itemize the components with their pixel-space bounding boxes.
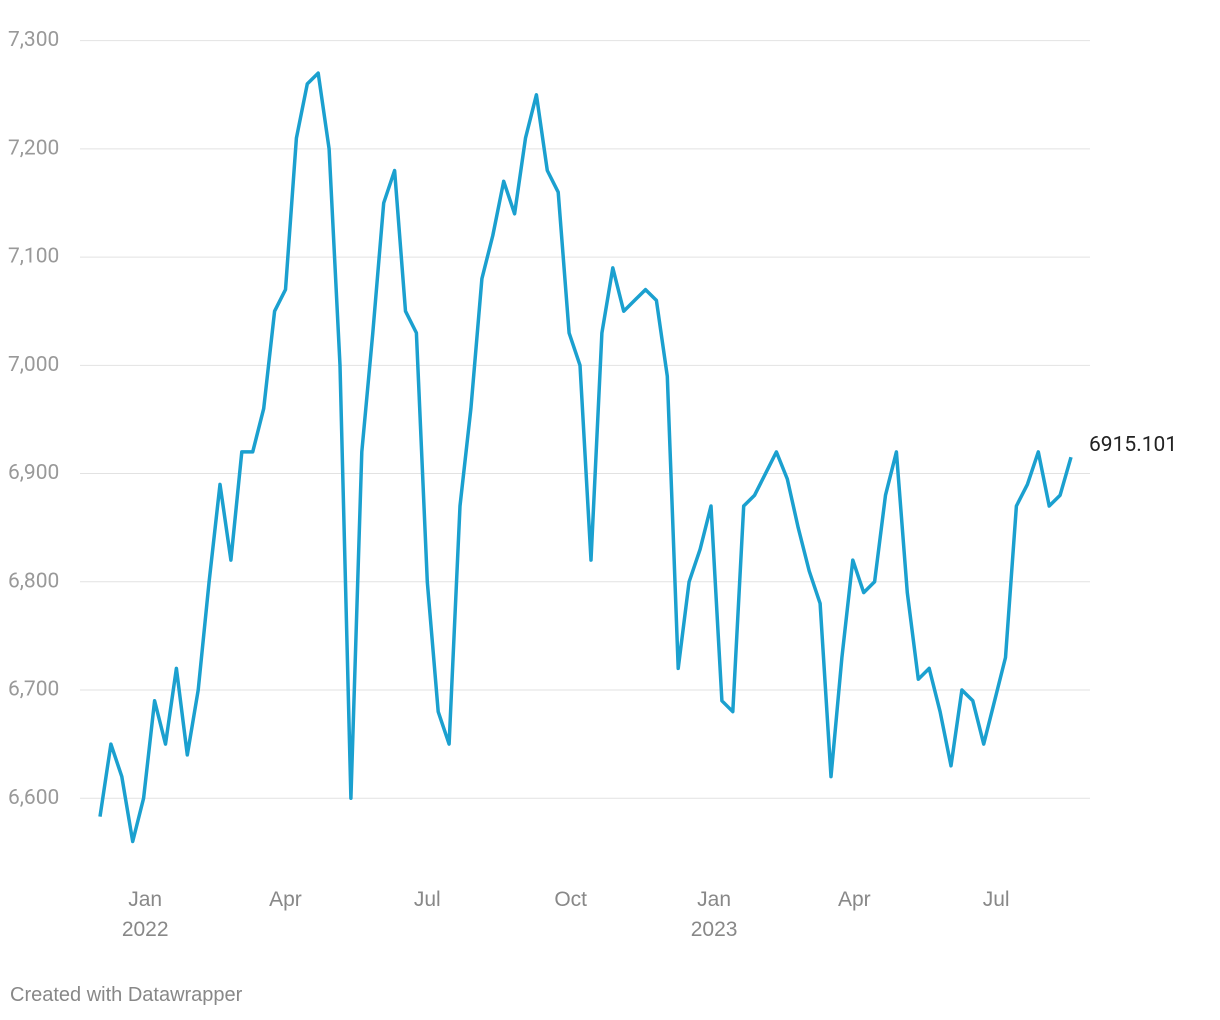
label-bg: [6, 569, 64, 594]
label-bg: [6, 28, 64, 53]
y-tick-label: 7,300: [8, 28, 59, 52]
x-tick-label: Jul: [413, 888, 441, 911]
y-tick-label: 6,600: [8, 786, 59, 810]
label-bg: [6, 136, 64, 161]
y-tick-label: 6,800: [8, 569, 59, 593]
label-bg: [6, 677, 64, 702]
y-tick-label: 7,000: [8, 353, 59, 377]
x-tick-label: Apr: [269, 888, 302, 911]
label-bg: [6, 352, 64, 377]
label-bg: [6, 244, 64, 269]
x-tick-label: Jan 2022: [121, 888, 169, 941]
y-tick-label: 6,700: [8, 678, 59, 702]
x-tick-label: Jan 2023: [690, 888, 738, 941]
end-label: 6915.101: [1089, 433, 1177, 457]
line: [98, 71, 1073, 844]
x-tick-label: Apr: [838, 888, 871, 911]
y-tick-label: 7,200: [8, 136, 59, 160]
y-tick-label: 6,900: [8, 461, 59, 485]
label-bg: [6, 461, 64, 486]
x-tick-label: Oct: [554, 888, 588, 911]
y-tick-label: 7,100: [8, 245, 59, 269]
x-tick-label: Jul: [982, 888, 1010, 911]
credit: Created with Datawrapper: [10, 984, 243, 1006]
label-bg: [6, 785, 64, 810]
